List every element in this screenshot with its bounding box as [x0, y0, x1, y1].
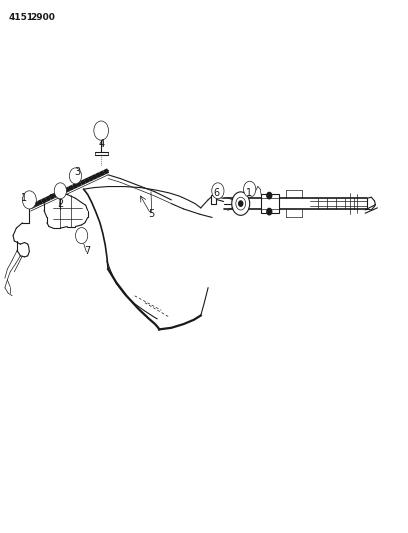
Circle shape	[267, 208, 272, 215]
Text: 4151: 4151	[8, 13, 33, 22]
Text: 2900: 2900	[31, 13, 55, 22]
Circle shape	[239, 201, 243, 206]
Circle shape	[244, 181, 256, 197]
Circle shape	[25, 195, 33, 205]
Text: 6: 6	[213, 188, 220, 198]
Circle shape	[212, 183, 224, 199]
Text: 4: 4	[99, 139, 105, 149]
Bar	[211, 195, 216, 204]
Circle shape	[57, 186, 64, 196]
Circle shape	[94, 121, 109, 140]
Circle shape	[232, 192, 250, 215]
Text: 1: 1	[21, 193, 28, 203]
Text: 3: 3	[74, 167, 81, 176]
Circle shape	[72, 171, 79, 181]
Circle shape	[246, 184, 253, 194]
Text: 5: 5	[148, 209, 154, 219]
Circle shape	[78, 231, 85, 240]
Circle shape	[267, 192, 272, 199]
Circle shape	[75, 228, 88, 244]
Text: 1: 1	[246, 188, 252, 198]
Circle shape	[22, 191, 36, 209]
Text: 2: 2	[57, 199, 64, 208]
Circle shape	[54, 183, 67, 199]
Bar	[261, 194, 279, 213]
Circle shape	[69, 168, 82, 184]
Text: 7: 7	[84, 246, 91, 255]
Circle shape	[214, 186, 222, 196]
Circle shape	[236, 197, 246, 210]
Circle shape	[97, 125, 106, 136]
